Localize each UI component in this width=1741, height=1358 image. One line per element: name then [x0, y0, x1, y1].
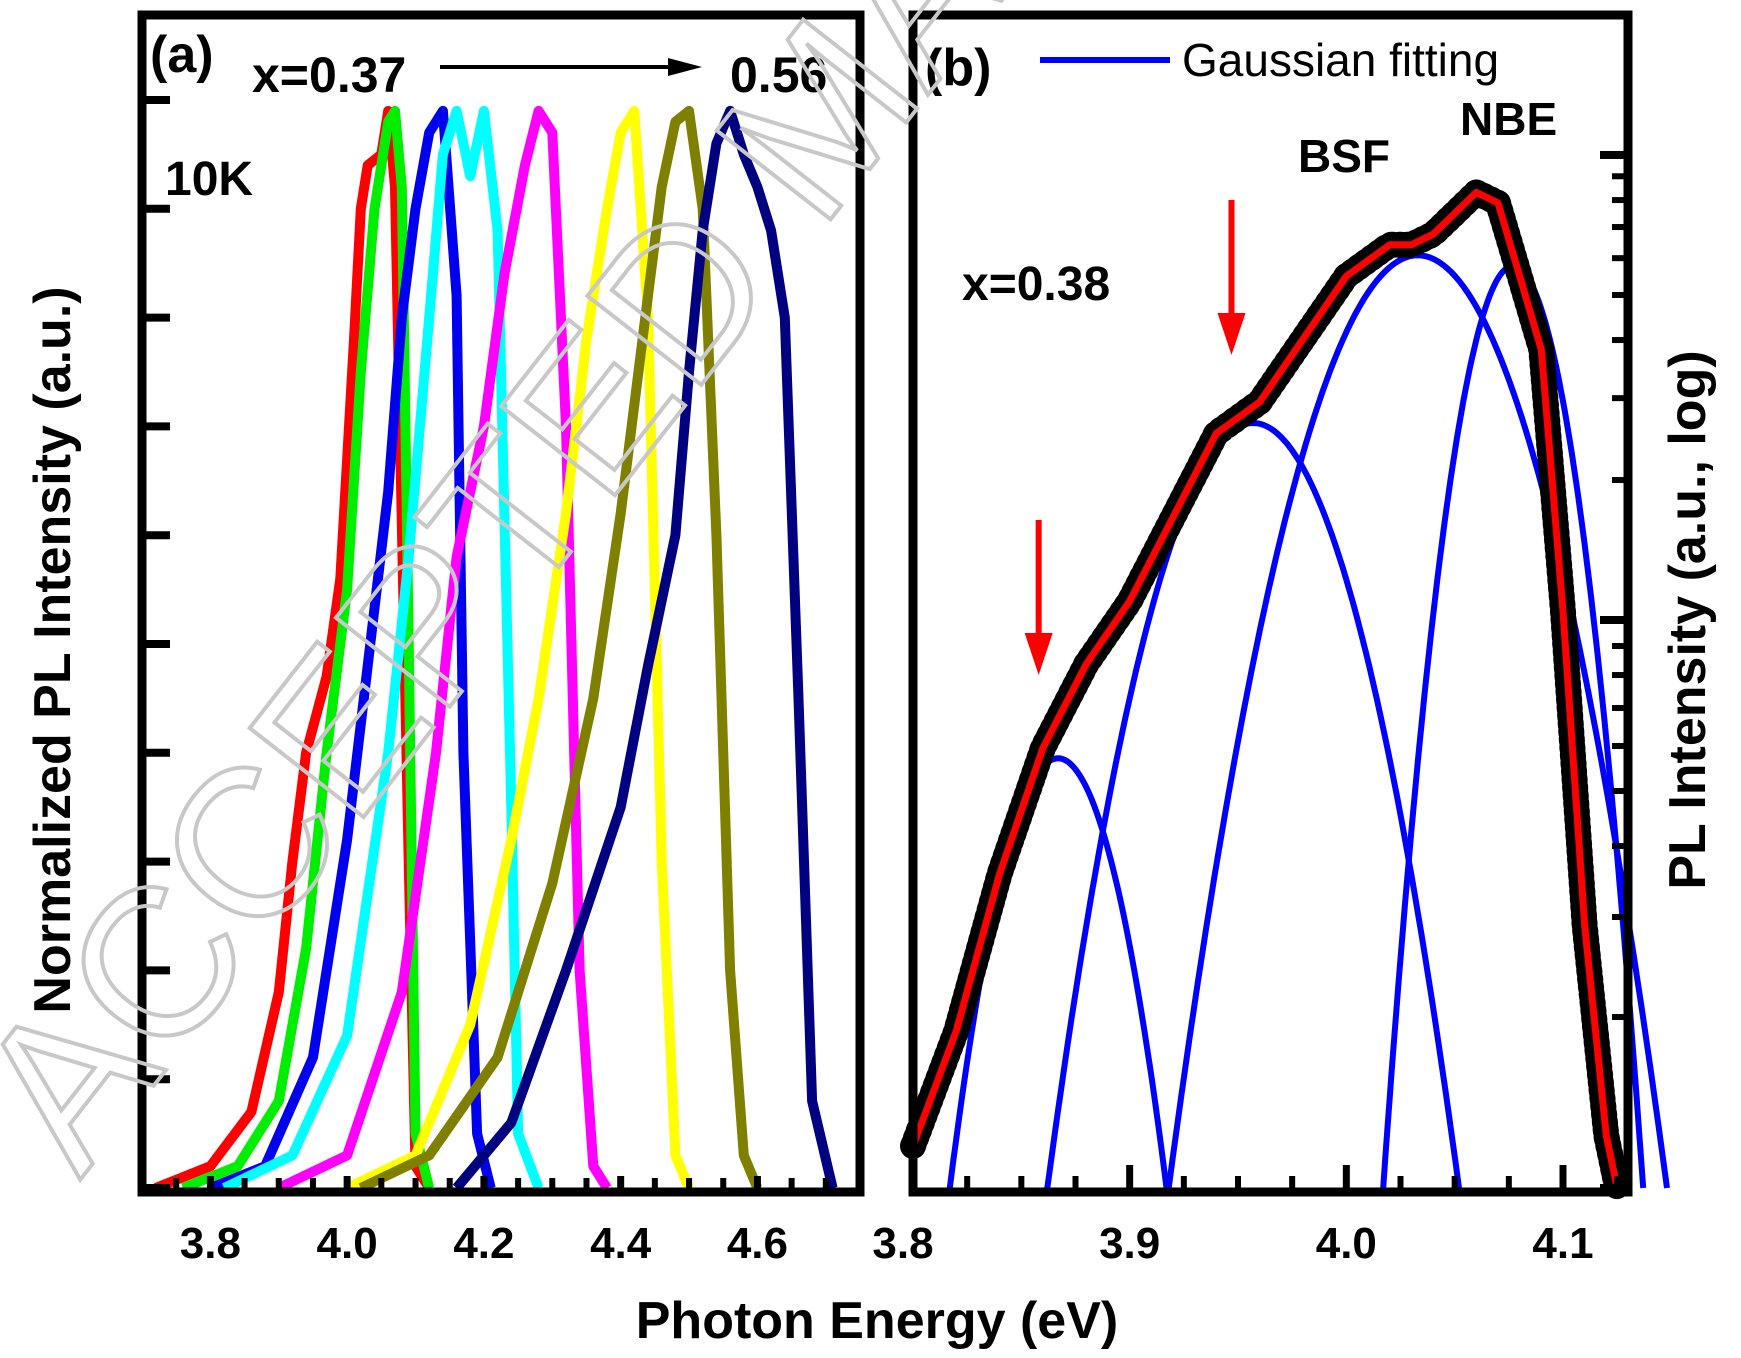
panel-b-arrows: [1024, 200, 1246, 675]
measured-data: [900, 179, 1631, 1201]
peak-label-nbe: NBE: [1460, 93, 1557, 145]
panel-a-series: [153, 105, 838, 1193]
series-line-2: [208, 105, 496, 1193]
gaussian-curve-1: [1044, 419, 1462, 1189]
panel-b-frame: [908, 10, 1633, 1197]
panel-b: 3.8 3.9 4.0 4.1 (b) Gaussian fitting BSF NB…: [872, 10, 1717, 1268]
panel-a-xtick-label-2: 4.2: [453, 1219, 514, 1268]
panel-a-xtick-label-4: 4.6: [727, 1219, 788, 1268]
temperature-label: 10K: [165, 153, 253, 206]
panel-a-ylabel: Normalized PL Intensity (a.u.): [24, 286, 82, 1013]
panel-a-ticks: 3.8 4.0 4.2 4.4 4.6: [142, 96, 829, 1268]
fit-curve: [909, 188, 1621, 1189]
panel-b-xtick-label-0: 3.8: [872, 1219, 933, 1268]
panel-a-xtick-label-3: 4.4: [590, 1219, 652, 1268]
panel-b-xtick-label-2: 4.0: [1316, 1219, 1377, 1268]
series-line-7: [452, 105, 838, 1192]
panel-b-label: (b): [925, 39, 991, 97]
panel-a-xtick-label-1: 4.0: [317, 1219, 378, 1268]
peak-label-bsf: BSF: [1298, 130, 1390, 182]
series-line-5: [344, 105, 694, 1193]
range-arrow-head: [668, 58, 702, 76]
legend-label: Gaussian fitting: [1182, 34, 1499, 86]
panel-b-xtick-label-3: 4.1: [1532, 1219, 1593, 1268]
peak-arrow-head-0: [1024, 633, 1053, 675]
series-line-6: [358, 105, 763, 1193]
panel-a-label: (a): [150, 26, 214, 84]
watermark: ACCEPTED MANUSCRIPT: [0, 0, 1712, 1210]
series-line-4: [276, 105, 612, 1193]
measured-data-core: [904, 183, 1627, 1190]
composition-label: x=0.38: [962, 258, 1110, 311]
panel-b-ticks: 3.8 3.9 4.0 4.1: [872, 151, 1628, 1268]
panel-a-frame: [137, 10, 865, 1197]
panel-b-ylabel: PL Intensity (a.u., log): [1659, 350, 1717, 889]
range-end-label: 0.56: [730, 47, 827, 103]
peak-arrow-head-1: [1217, 313, 1246, 355]
panel-a: 3.8 4.0 4.2 4.4 4.6 (a) x=0.37 0.56 10K Norm…: [24, 10, 865, 1268]
range-start-label: x=0.37: [252, 47, 406, 103]
x-axis-title: Photon Energy (eV): [636, 1292, 1118, 1350]
panel-a-xtick-label-0: 3.8: [180, 1219, 241, 1268]
series-line-0: [153, 105, 434, 1193]
panel-b-data: [900, 179, 1631, 1201]
series-line-3: [221, 105, 544, 1193]
panel-b-xtick-label-1: 3.9: [1099, 1219, 1160, 1268]
